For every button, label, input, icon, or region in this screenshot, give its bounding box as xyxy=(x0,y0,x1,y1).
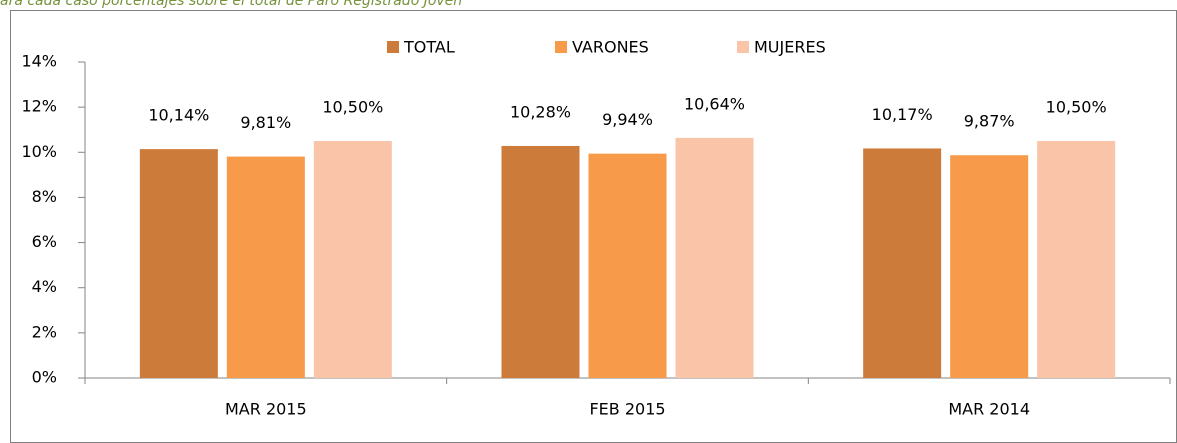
legend-label: VARONES xyxy=(572,38,649,57)
bar xyxy=(1037,141,1116,378)
value-label: 10,50% xyxy=(322,98,383,117)
y-tick-label: 4% xyxy=(32,277,57,296)
y-tick-label: 2% xyxy=(32,322,57,341)
bar xyxy=(588,153,667,378)
y-tick-label: 14% xyxy=(21,52,57,71)
caption: ara cada caso porcentajes sobre el total… xyxy=(0,0,462,9)
x-tick-label: MAR 2014 xyxy=(948,400,1030,419)
legend-swatch xyxy=(555,41,567,53)
legend-label: MUJERES xyxy=(754,38,826,57)
y-tick-label: 10% xyxy=(21,142,57,161)
y-tick-label: 8% xyxy=(32,187,57,206)
legend-swatch xyxy=(737,41,749,53)
y-tick-label: 0% xyxy=(32,368,57,387)
bar xyxy=(226,156,305,378)
x-tick-label: MAR 2015 xyxy=(225,400,307,419)
bar xyxy=(675,137,754,378)
bar xyxy=(950,155,1029,378)
value-label: 10,14% xyxy=(148,106,209,125)
x-tick-label: FEB 2015 xyxy=(589,400,665,419)
value-label: 9,94% xyxy=(602,110,653,129)
legend-label: TOTAL xyxy=(403,38,455,57)
bar xyxy=(139,149,218,378)
value-label: 9,87% xyxy=(964,112,1015,131)
bar xyxy=(501,145,580,378)
value-label: 10,50% xyxy=(1046,98,1107,117)
y-tick-label: 6% xyxy=(32,232,57,251)
bar xyxy=(313,141,392,378)
value-label: 10,28% xyxy=(510,102,571,121)
legend-swatch xyxy=(387,41,399,53)
value-label: 9,81% xyxy=(240,113,291,132)
value-label: 10,17% xyxy=(872,105,933,124)
bar xyxy=(863,148,942,378)
value-label: 10,64% xyxy=(684,94,745,113)
y-tick-label: 12% xyxy=(21,97,57,116)
